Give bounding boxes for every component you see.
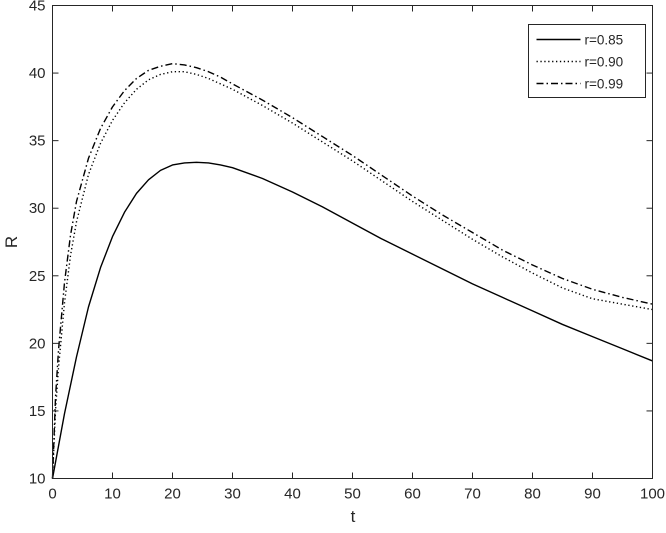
y-tick-label: 40	[29, 65, 46, 82]
x-tick-label: 20	[164, 486, 181, 503]
y-tick-label: 25	[29, 268, 46, 285]
series-layer	[51, 62, 653, 479]
y-tick-label: 45	[29, 0, 46, 15]
x-tick-label: 50	[344, 486, 361, 503]
legend-label-3: r=0.99	[585, 77, 624, 92]
x-tick-label: 90	[584, 486, 601, 503]
y-axis-label: R	[2, 236, 21, 248]
x-tick-label: 80	[524, 486, 541, 503]
x-tick-label: 100	[640, 486, 665, 503]
x-tick-label: 40	[284, 486, 301, 503]
x-tick-label: 70	[464, 486, 481, 503]
x-tick-label: 60	[404, 486, 421, 503]
y-tick-label: 10	[29, 471, 46, 488]
x-tick-label: 0	[48, 486, 56, 503]
series-line-2	[51, 71, 653, 479]
series-line-3	[51, 62, 653, 479]
x-tick-label: 30	[224, 486, 241, 503]
y-tick-label: 15	[29, 403, 46, 420]
legend: r=0.85 r=0.90 r=0.99	[528, 24, 646, 98]
x-axis-label: t	[351, 507, 356, 526]
legend-label-1: r=0.85	[585, 33, 624, 48]
x-tick-label: 10	[104, 486, 121, 503]
y-tick-label: 30	[29, 200, 46, 217]
legend-label-2: r=0.90	[585, 55, 624, 70]
legend-box	[528, 24, 646, 98]
y-tick-label: 35	[29, 133, 46, 150]
y-tick-label: 20	[29, 335, 46, 352]
series-line-1	[51, 161, 653, 479]
